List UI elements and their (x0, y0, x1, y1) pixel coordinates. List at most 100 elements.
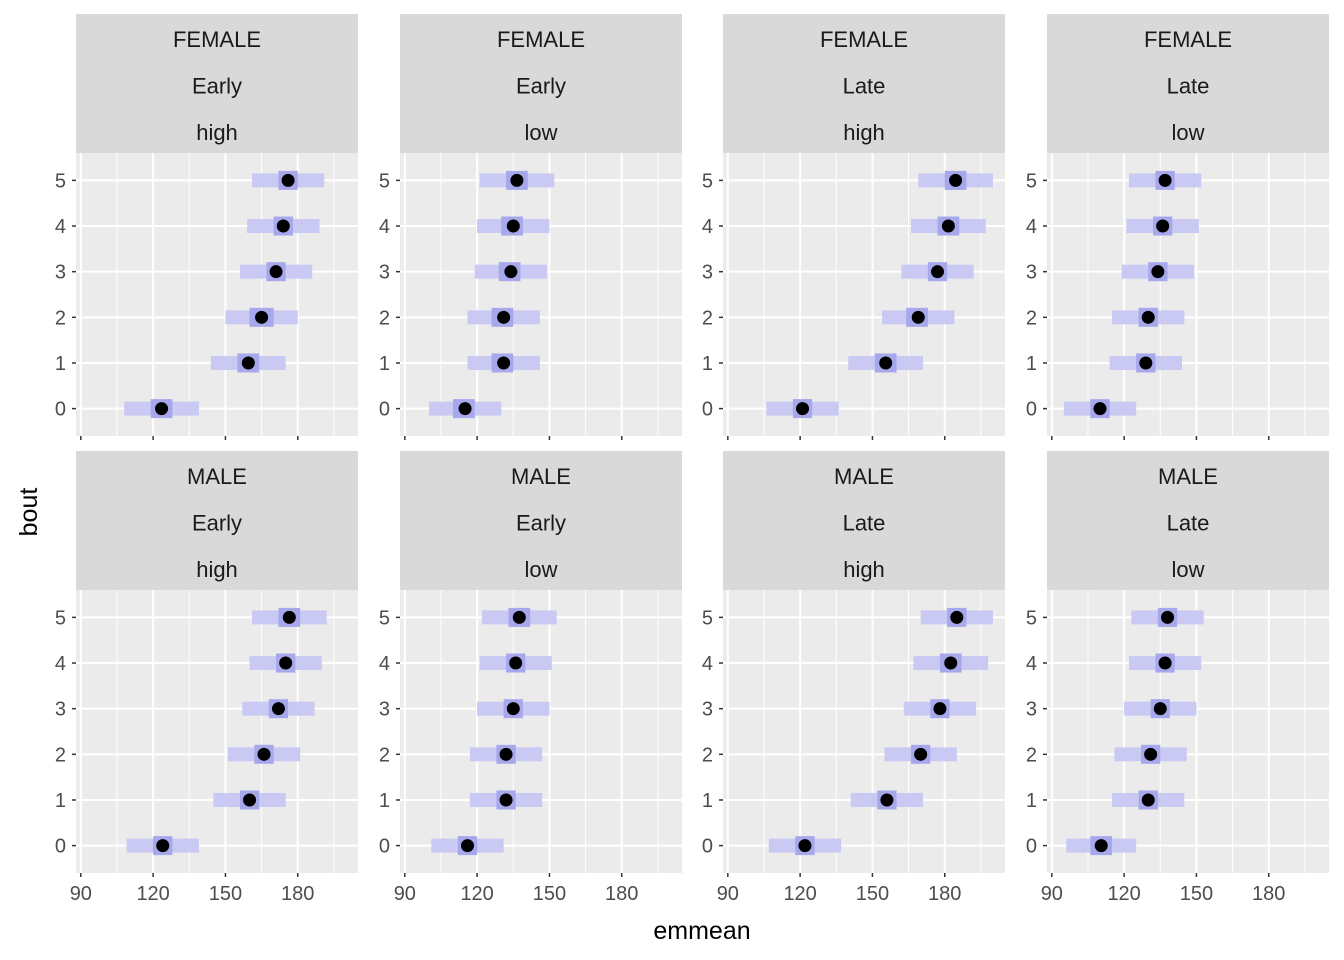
strip-label: Early (516, 74, 566, 99)
strip-label: high (196, 557, 238, 582)
data-point (282, 174, 295, 187)
x-tick-label: 150 (856, 883, 889, 905)
y-tick-label: 0 (379, 399, 390, 421)
y-tick-label: 2 (55, 744, 66, 766)
data-point (1144, 748, 1157, 761)
y-axis-title: bout (15, 488, 43, 537)
y-tick-label: 5 (1026, 170, 1037, 192)
x-tick-label: 120 (136, 883, 169, 905)
data-point (283, 611, 296, 624)
y-tick-label: 1 (55, 353, 66, 375)
panel-background (400, 590, 682, 873)
y-tick-label: 4 (1026, 653, 1037, 675)
data-point (1142, 793, 1155, 806)
facet-panel: FEMALE Early high 0 1 2 3 4 5 (55, 14, 358, 440)
y-tick-label: 5 (55, 170, 66, 192)
strip-label: MALE (187, 464, 247, 489)
y-tick-label: 5 (379, 170, 390, 192)
data-point (949, 174, 962, 187)
data-point (914, 748, 927, 761)
x-tick-label: 180 (281, 883, 314, 905)
facet-panel: MALEEarlyhigh01234590 120 150 180 (55, 451, 358, 905)
data-point (461, 839, 474, 852)
data-point (933, 702, 946, 715)
facet-panel: MALELatelow01234590 120 150 180 (1026, 451, 1329, 905)
strip-label: FEMALE (1144, 27, 1232, 52)
y-tick-label: 4 (702, 216, 713, 238)
y-tick-label: 3 (55, 262, 66, 284)
y-tick-label: 2 (702, 307, 713, 329)
y-tick-label: 0 (379, 836, 390, 858)
y-tick-label: 1 (702, 790, 713, 812)
strip-label: FEMALE (173, 27, 261, 52)
data-point (500, 793, 513, 806)
strip-label: low (1171, 120, 1204, 145)
data-point (798, 839, 811, 852)
data-point (513, 611, 526, 624)
data-point (507, 702, 520, 715)
x-tick-label: 150 (533, 883, 566, 905)
panel-background (400, 153, 682, 436)
x-axis-title: emmean (653, 917, 750, 945)
panel-background (1047, 590, 1329, 873)
data-point (507, 220, 520, 233)
y-tick-label: 2 (379, 744, 390, 766)
panel-background (76, 153, 358, 436)
strip-label: high (196, 120, 238, 145)
facet-panel: FEMALELatehigh012345 (702, 14, 1005, 440)
data-point (509, 657, 522, 670)
y-tick-label: 4 (379, 653, 390, 675)
x-tick-label: 180 (928, 883, 961, 905)
y-tick-label: 4 (379, 216, 390, 238)
data-point (879, 356, 892, 369)
y-tick-label: 3 (379, 262, 390, 284)
data-point (1139, 356, 1152, 369)
data-point (270, 265, 283, 278)
strip-label: FEMALE (820, 27, 908, 52)
x-tick-label: 90 (70, 883, 92, 905)
data-point (279, 657, 292, 670)
strip-label: FEMALE (497, 27, 585, 52)
facet-panels: FEMALE Early high 0 1 2 3 4 5 FEMALE Early low 0 1 2 3 4… (55, 14, 1329, 905)
y-tick-label: 4 (1026, 216, 1037, 238)
y-tick-label: 3 (702, 262, 713, 284)
y-tick-label: 0 (1026, 399, 1037, 421)
x-tick-label: 180 (605, 883, 638, 905)
x-tick-label: 120 (1107, 883, 1140, 905)
data-point (277, 220, 290, 233)
strip-label: MALE (511, 464, 571, 489)
strip-label: low (1171, 557, 1204, 582)
data-point (510, 174, 523, 187)
data-point (1159, 174, 1172, 187)
panel-background (1047, 153, 1329, 436)
strip-label: MALE (1158, 464, 1218, 489)
y-tick-label: 3 (1026, 262, 1037, 284)
data-point (942, 220, 955, 233)
x-tick-label: 150 (209, 883, 242, 905)
x-tick-label: 90 (1041, 883, 1063, 905)
y-tick-label: 0 (702, 836, 713, 858)
strip-label: Early (516, 511, 566, 536)
y-tick-label: 1 (1026, 790, 1037, 812)
data-point (497, 311, 510, 324)
data-point (258, 748, 271, 761)
y-tick-label: 2 (1026, 744, 1037, 766)
x-tick-label: 90 (394, 883, 416, 905)
strip-label: low (524, 557, 557, 582)
data-point (1151, 265, 1164, 278)
data-point (931, 265, 944, 278)
strip-label: Late (1167, 74, 1210, 99)
y-tick-label: 5 (55, 607, 66, 629)
y-tick-label: 4 (55, 216, 66, 238)
data-point (1154, 702, 1167, 715)
strip-label: high (843, 557, 885, 582)
data-point (497, 356, 510, 369)
strip-label: Late (843, 511, 886, 536)
strip-label: high (843, 120, 885, 145)
y-tick-label: 0 (55, 836, 66, 858)
facet-panel: FEMALE Early low 0 1 2 3 4 5 (379, 14, 682, 440)
data-point (796, 402, 809, 415)
y-tick-label: 0 (1026, 836, 1037, 858)
data-point (242, 356, 255, 369)
facet-panel: MALE Early low 0 1 2 3 4 5 90 120 150 180 (379, 451, 682, 905)
